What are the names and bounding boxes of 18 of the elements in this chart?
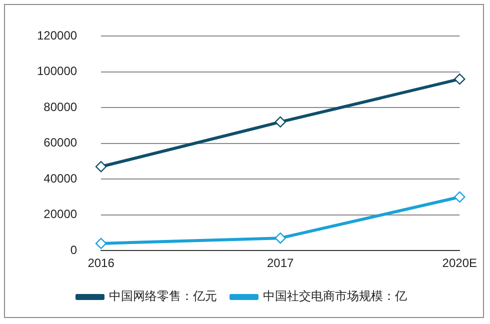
y-tick-label: 120000	[36, 28, 78, 43]
point	[454, 73, 466, 85]
x-tick-label: 2017	[266, 256, 294, 270]
y-tick-label: 80000	[44, 100, 78, 114]
y-tick-label: 0	[70, 242, 78, 257]
y-tick-label: 100000	[36, 64, 78, 78]
point	[95, 161, 107, 172]
x-tick-label: 2016	[88, 256, 115, 270]
y-tick-label: 40000	[44, 171, 78, 186]
y-tick-label: 20000	[44, 207, 78, 222]
legend-label: 中国网络零售：亿元	[109, 289, 217, 304]
y-tick-label: 60000	[44, 136, 78, 150]
point	[454, 191, 466, 203]
point	[95, 238, 107, 250]
legend-label: 中国社交电商市场规模：亿	[263, 289, 407, 304]
point	[274, 116, 286, 128]
x-tick-label: 2020E	[442, 256, 477, 270]
point	[274, 232, 286, 244]
